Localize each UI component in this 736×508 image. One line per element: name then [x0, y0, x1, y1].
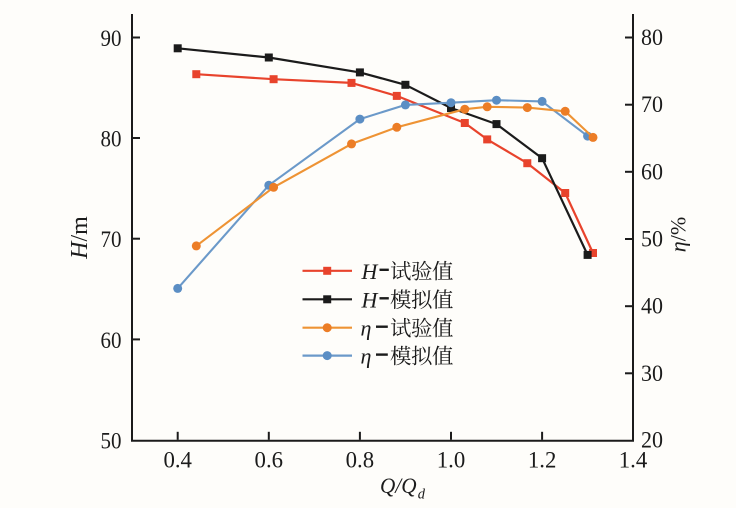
svg-text:η: η — [361, 344, 372, 369]
svg-text:80: 80 — [101, 127, 122, 153]
svg-text:60: 60 — [641, 159, 663, 185]
svg-text:0.8: 0.8 — [346, 447, 375, 473]
svg-text:H: H — [361, 287, 379, 312]
svg-text:0.4: 0.4 — [163, 447, 192, 473]
svg-text:1.0: 1.0 — [437, 447, 466, 473]
svg-text:H: H — [361, 259, 379, 284]
svg-text:η/%: η/% — [666, 217, 691, 252]
svg-text:η: η — [361, 316, 372, 341]
svg-text:20: 20 — [641, 428, 663, 454]
svg-text:40: 40 — [641, 294, 663, 320]
svg-text:1.4: 1.4 — [619, 447, 648, 473]
svg-text:0.6: 0.6 — [255, 447, 284, 473]
svg-text:1.2: 1.2 — [528, 447, 557, 473]
svg-text:80: 80 — [641, 25, 663, 51]
svg-text:70: 70 — [101, 227, 122, 253]
svg-text:50: 50 — [641, 227, 663, 253]
svg-text:H/m: H/m — [67, 216, 93, 260]
svg-text:90: 90 — [101, 26, 122, 52]
svg-text:d: d — [418, 487, 426, 503]
svg-text:70: 70 — [641, 92, 663, 118]
svg-text:60: 60 — [101, 328, 122, 354]
svg-text:Q/Q: Q/Q — [380, 473, 417, 498]
svg-text:30: 30 — [641, 361, 663, 387]
svg-text:50: 50 — [101, 429, 122, 455]
